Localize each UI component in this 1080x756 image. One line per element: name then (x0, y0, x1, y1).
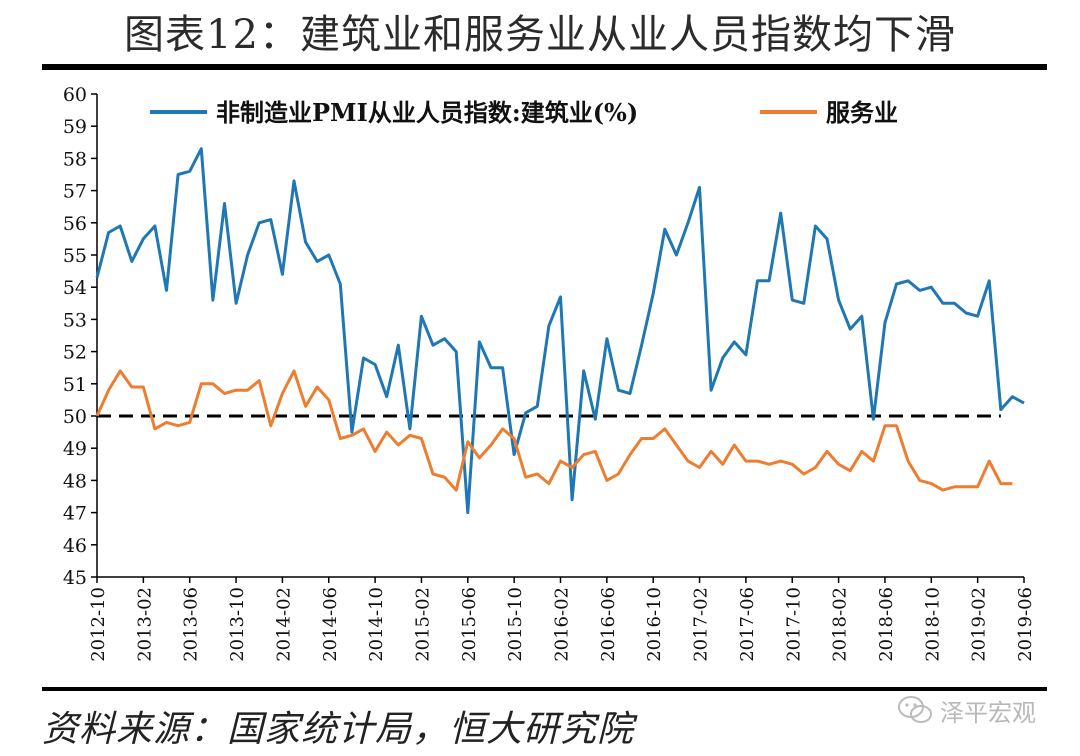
y-tick-label: 47 (63, 503, 87, 525)
y-tick-label: 46 (63, 535, 87, 557)
series-line-services (95, 369, 1013, 492)
x-tick-label: 2019-02 (969, 587, 990, 662)
watermark-text: 泽平宏观 (940, 698, 1036, 727)
series-line-construction (95, 147, 1025, 515)
x-tick-label: 2014-06 (320, 587, 341, 662)
y-tick-label: 56 (63, 213, 87, 235)
line-chart: 45 46 47 48 49 50 51 52 53 54 55 56 57 58 59 60 2012-10… (63, 84, 1036, 662)
x-tick-label: 2017-10 (783, 587, 804, 662)
y-tick-label: 58 (63, 148, 87, 170)
x-tick-label: 2018-02 (830, 587, 851, 662)
x-tick-label: 2018-10 (922, 587, 943, 662)
wechat-icon (898, 696, 932, 723)
legend-label-construction: 非制造业PMI从业人员指数:建筑业(%) (216, 98, 638, 127)
x-tick-label: 2014-02 (273, 587, 294, 662)
x-tick-label: 2012-10 (88, 587, 109, 662)
y-tick-label: 50 (63, 406, 87, 428)
legend-label-services: 服务业 (826, 98, 898, 127)
y-tick-label: 57 (63, 181, 87, 203)
legend: 非制造业PMI从业人员指数:建筑业(%) 服务业 (150, 98, 898, 127)
x-tick-label: 2013-06 (181, 587, 202, 662)
x-tick-label: 2017-06 (737, 587, 758, 662)
x-tick-label: 2016-10 (644, 587, 665, 662)
y-tick-label: 54 (63, 277, 87, 299)
x-tick-label: 2013-02 (134, 587, 155, 662)
y-tick-label: 60 (63, 84, 87, 106)
x-tick-label: 2019-06 (1015, 587, 1036, 662)
chart-title: 图表12：建筑业和服务业从业人员指数均下滑 (124, 12, 956, 58)
top-rule (42, 64, 1047, 70)
y-tick-label: 49 (63, 438, 87, 460)
x-tick-label: 2013-10 (227, 587, 248, 662)
y-tick-label: 48 (63, 470, 87, 492)
y-tick-label: 45 (63, 567, 87, 589)
x-tick-label: 2014-10 (366, 587, 387, 662)
y-tick-label: 59 (63, 116, 87, 138)
y-tick-label: 53 (63, 309, 87, 331)
y-axis-ticks: 45 46 47 48 49 50 51 52 53 54 55 56 57 58 59 60 (63, 84, 97, 589)
x-tick-label: 2015-10 (505, 587, 526, 662)
bottom-rule (42, 687, 1047, 691)
watermark: 泽平宏观 (898, 690, 1058, 730)
x-axis-ticks: 2012-10 2013-02 2013-06 2013-10 2014-02 2014-… (88, 577, 1036, 662)
source-note: 资料来源：国家统计局，恒大研究院 (42, 709, 635, 750)
x-tick-label: 2015-06 (459, 587, 480, 662)
y-tick-label: 51 (63, 374, 87, 396)
x-tick-label: 2016-02 (552, 587, 573, 662)
x-tick-label: 2018-06 (876, 587, 897, 662)
x-tick-label: 2015-02 (412, 587, 433, 662)
x-tick-label: 2017-02 (691, 587, 712, 662)
x-tick-label: 2016-06 (598, 587, 619, 662)
y-tick-label: 55 (63, 245, 87, 267)
y-tick-label: 52 (63, 342, 87, 364)
